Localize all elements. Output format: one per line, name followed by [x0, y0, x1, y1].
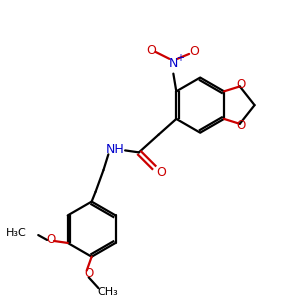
Text: N: N: [169, 57, 178, 70]
Text: CH₃: CH₃: [97, 287, 118, 297]
Text: NH: NH: [106, 143, 124, 156]
Text: H₃C: H₃C: [6, 228, 26, 238]
Text: O: O: [236, 119, 245, 132]
Text: O: O: [46, 232, 56, 245]
Text: O: O: [157, 166, 166, 178]
Text: O: O: [189, 46, 199, 59]
Text: O: O: [84, 267, 93, 280]
Text: +: +: [176, 53, 184, 63]
Text: O: O: [146, 44, 156, 56]
Text: O: O: [236, 78, 245, 91]
